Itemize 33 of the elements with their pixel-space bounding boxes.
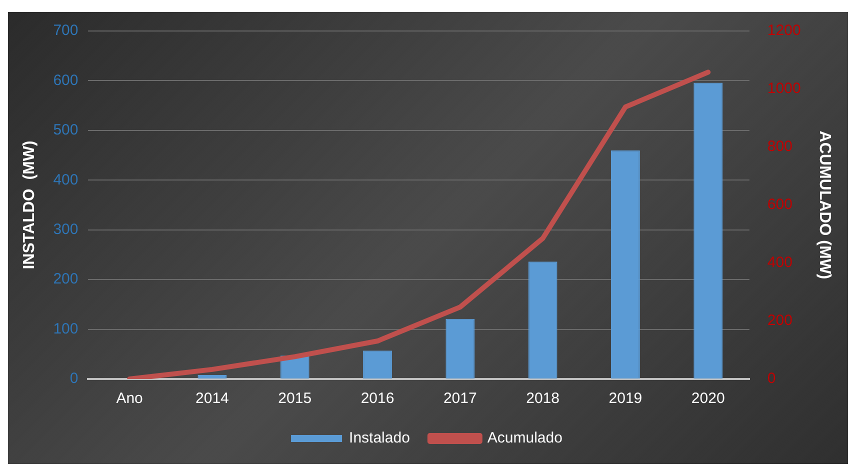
x-tick-label: 2014 — [196, 390, 229, 408]
y2-tick-label: 800 — [767, 138, 792, 156]
bar — [446, 318, 475, 378]
x-tick-label: 2017 — [443, 390, 477, 408]
x-tick-label: 2019 — [608, 390, 642, 408]
bar — [528, 262, 558, 378]
y2-tick-label: 400 — [767, 254, 792, 272]
y-tick-label: 500 — [53, 122, 78, 139]
bar — [694, 82, 723, 378]
y-tick-label: 400 — [53, 171, 78, 188]
y2-axis-title: ACUMULADO (MW) — [816, 130, 833, 280]
y2-tick-label: 600 — [767, 196, 792, 214]
y-tick-label: 100 — [53, 320, 78, 338]
y-tick-label: 600 — [53, 72, 78, 89]
y-tick-label: 700 — [53, 22, 78, 40]
x-tick-label: 2018 — [526, 390, 560, 408]
x-tick-label: 2016 — [360, 390, 394, 408]
legend-label: Acumulado — [487, 430, 562, 447]
y-tick-label: 300 — [53, 221, 78, 238]
y2-tick-label: 1200 — [767, 22, 801, 40]
bar — [198, 375, 227, 378]
y2-tick-label: 1000 — [767, 80, 801, 98]
y2-tick-label: 200 — [767, 312, 792, 330]
x-tick-label: 2020 — [691, 390, 725, 408]
y-axis-title: INSTALDO (MW) — [21, 140, 38, 270]
x-tick-label: Ano — [116, 390, 143, 408]
legend-label: Instalado — [349, 430, 410, 447]
bar — [610, 150, 640, 378]
y-tick-label: 200 — [53, 270, 78, 288]
bar — [363, 350, 392, 378]
x-tick-label: 2015 — [278, 390, 312, 408]
y2-tick-label: 0 — [767, 370, 776, 388]
y-tick-label: 0 — [70, 370, 78, 388]
